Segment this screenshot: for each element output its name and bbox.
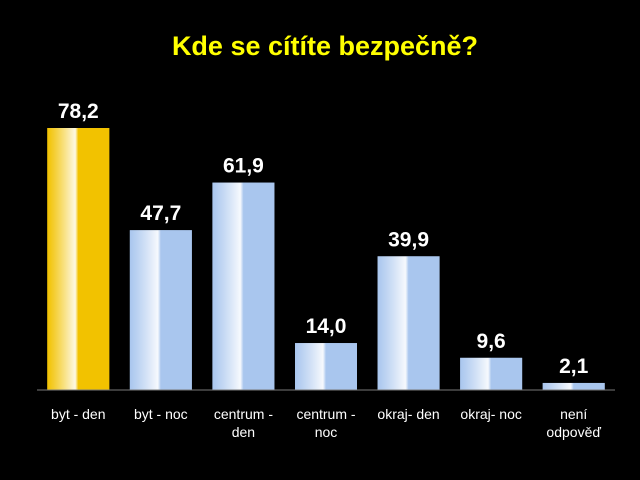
x-tick-label: okraj- den (377, 406, 440, 422)
value-label: 39,9 (388, 228, 429, 251)
bar-shine (460, 357, 523, 390)
bar-shine (295, 343, 357, 390)
value-label: 61,9 (223, 155, 264, 178)
bar-shine (377, 256, 440, 390)
x-tick-label: okraj- noc (460, 406, 522, 422)
value-label: 9,6 (477, 330, 506, 353)
bar-shine (542, 382, 605, 390)
x-tick-label: byt - den (51, 406, 106, 422)
value-label: 78,2 (58, 100, 99, 123)
x-tick-label: byt - noc (133, 406, 188, 422)
bar-shine (212, 182, 275, 390)
bar-shine (47, 128, 110, 390)
value-label: 14,0 (306, 315, 347, 338)
x-tick-label: centrum - noc (296, 406, 356, 440)
chart-title: Kde se cítíte bezpečně? (172, 31, 478, 61)
bar-shine (129, 230, 192, 390)
value-label: 47,7 (140, 202, 181, 225)
x-tick-label: není odpověď (546, 406, 601, 440)
value-label: 2,1 (559, 355, 589, 378)
x-tick-label: centrum - den (213, 406, 273, 440)
